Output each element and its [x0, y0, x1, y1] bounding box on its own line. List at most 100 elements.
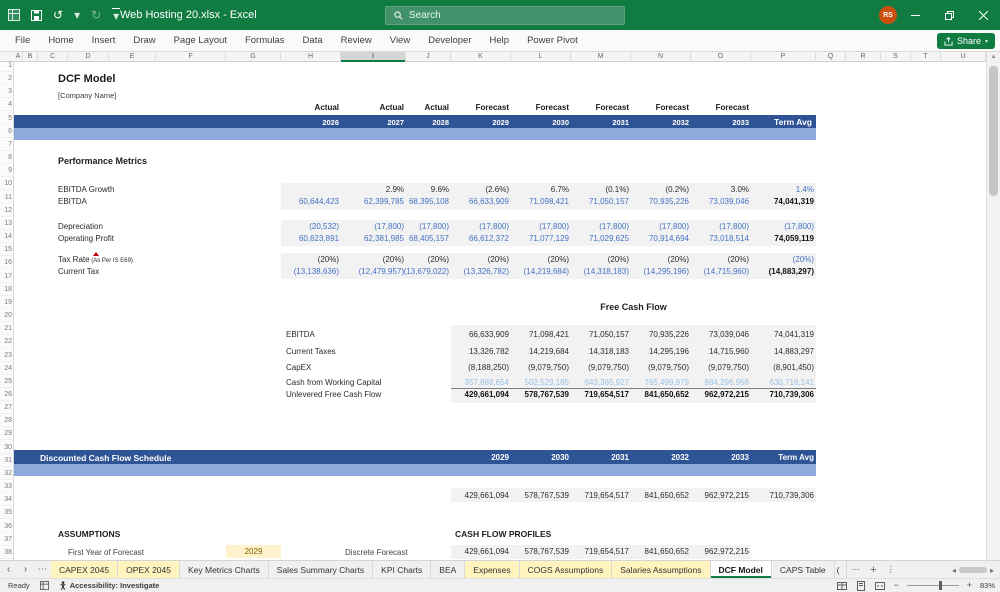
row-header-29[interactable]: 29 [0, 427, 12, 441]
cell-value[interactable]: 765,499,979 [644, 378, 690, 387]
cell-value[interactable]: 643,365,927 [584, 378, 630, 387]
column-header-N[interactable]: N [631, 52, 691, 62]
row-header-6[interactable]: 6 [0, 125, 12, 138]
row-header-10[interactable]: 10 [0, 177, 12, 191]
row-label-cash-from-working-capital[interactable]: Cash from Working Capital [286, 378, 382, 387]
horizontal-scrollbar[interactable]: ◂ ▸ [952, 561, 994, 579]
tab-options-icon[interactable]: ⋮ [886, 564, 896, 574]
cell-value[interactable]: 74,041,319 [773, 330, 814, 339]
sheet-tab-sales-summary-charts[interactable]: Sales Summary Charts [269, 561, 374, 578]
column-header-O[interactable]: O [691, 52, 751, 62]
row-label-capex[interactable]: CapEX [286, 363, 312, 372]
cell-value[interactable]: (20%) [487, 255, 509, 264]
cell-value[interactable]: 719,654,517 [584, 547, 630, 556]
cell-value[interactable]: (17,800) [539, 222, 569, 231]
customize-qat-icon[interactable]: ▾ [112, 8, 121, 23]
cell-value[interactable]: 719,654,517 [584, 390, 630, 399]
row-label-unlevered-free-cash-flow[interactable]: Unlevered Free Cash Flow [286, 390, 382, 399]
row-header-38[interactable]: 38 [0, 546, 12, 559]
next-sheet-button[interactable]: › [23, 564, 28, 575]
row-header-7[interactable]: 7 [0, 138, 12, 151]
row-header-3[interactable]: 3 [0, 85, 12, 99]
row-header-13[interactable]: 13 [0, 217, 12, 230]
cell-value[interactable]: 70,935,226 [648, 197, 689, 206]
cell-value[interactable]: 60,623,891 [298, 234, 339, 243]
sheet-tab-clipped[interactable]: ( [835, 561, 847, 578]
cell-value[interactable]: (20%) [317, 255, 339, 264]
cash-flow-profiles-heading[interactable]: CASH FLOW PROFILES [455, 529, 552, 539]
ribbon-tab-formulas[interactable]: Formulas [244, 35, 285, 46]
cell-value[interactable]: 71,050,157 [588, 197, 629, 206]
column-header-D[interactable]: D [68, 52, 109, 62]
column-header-J[interactable]: J [406, 52, 451, 62]
cell-value[interactable]: (13,326,782) [463, 267, 509, 276]
cell-value[interactable]: (14,883,297) [768, 267, 814, 276]
sheet-tab-opex-2045[interactable]: OPEX 2045 [118, 561, 180, 578]
cell-value[interactable]: 578,767,539 [524, 547, 570, 556]
share-button[interactable]: Share ▾ [936, 33, 995, 49]
cell-value[interactable]: 73,039,046 [708, 197, 749, 206]
column-header-K[interactable]: K [451, 52, 511, 62]
cell-value[interactable]: (9,079,750) [708, 363, 749, 372]
sheet-tab-expenses[interactable]: Expenses [465, 561, 520, 578]
cell-value[interactable]: 962,972,215 [704, 547, 750, 556]
discrete-forecast-label[interactable]: Discrete Forecast [345, 548, 408, 557]
cell-value[interactable]: (20%) [427, 255, 449, 264]
row-header-34[interactable]: 34 [0, 493, 12, 507]
scroll-up-icon[interactable]: ▲ [990, 54, 997, 60]
row-header-15[interactable]: 15 [0, 243, 12, 257]
cell-value[interactable]: 841,650,652 [644, 491, 690, 500]
column-header-C[interactable]: C [38, 52, 68, 62]
row-header-2[interactable]: 2 [0, 72, 12, 86]
column-header-F[interactable]: F [156, 52, 226, 62]
cell-value[interactable]: (9,079,750) [648, 363, 689, 372]
column-header-Q[interactable]: Q [816, 52, 846, 62]
row-header-27[interactable]: 27 [0, 401, 12, 415]
page-layout-view-icon[interactable] [856, 580, 866, 591]
sheet-tab-capex-2045[interactable]: CAPEX 2045 [51, 561, 119, 578]
row-header-24[interactable]: 24 [0, 362, 12, 375]
ribbon-tab-power-pivot[interactable]: Power Pivot [527, 35, 578, 46]
cell-value[interactable]: (20%) [727, 255, 749, 264]
row-header-25[interactable]: 25 [0, 375, 12, 388]
macro-record-icon[interactable] [39, 581, 49, 590]
cell-value[interactable]: 60,644,423 [298, 197, 339, 206]
term-avg-header[interactable]: Term Avg [774, 117, 812, 127]
excel-app-icon[interactable] [8, 9, 20, 21]
cell-value[interactable]: (9,079,750) [588, 363, 629, 372]
cell-value[interactable]: (2.6%) [485, 185, 509, 194]
row-header-4[interactable]: 4 [0, 98, 12, 112]
row-header-8[interactable]: 8 [0, 151, 12, 165]
undo-caret-icon[interactable]: ▾ [74, 8, 81, 22]
row-header-11[interactable]: 11 [0, 191, 12, 204]
cell-value[interactable]: 68,405,157 [408, 234, 449, 243]
cell-value[interactable]: 2.9% [385, 185, 404, 194]
dcf-schedule-heading[interactable]: Discounted Cash Flow Schedule [40, 453, 172, 463]
cell-value[interactable]: (0.2%) [665, 185, 689, 194]
cell-value[interactable]: (20%) [792, 255, 814, 264]
row-header-14[interactable]: 14 [0, 230, 12, 244]
cell-value[interactable]: (17,800) [479, 222, 509, 231]
cell-value[interactable]: 73,039,046 [708, 330, 749, 339]
column-header-U[interactable]: U [941, 52, 986, 62]
cell-value[interactable]: 429,661,094 [464, 491, 510, 500]
zoom-in-button[interactable]: + [966, 580, 972, 590]
cell-value[interactable]: (17,800) [719, 222, 749, 231]
cell-value[interactable]: (17,800) [419, 222, 449, 231]
cell-value[interactable]: (20%) [547, 255, 569, 264]
normal-view-icon[interactable] [837, 581, 848, 591]
cell-value[interactable]: 962,972,215 [704, 390, 750, 399]
more-sheets-icon[interactable]: ⋯ [851, 564, 861, 574]
cell-value[interactable]: 502,529,185 [524, 378, 570, 387]
row-label-ebitda-growth[interactable]: EBITDA Growth [58, 185, 115, 194]
cell-value[interactable]: 74,059,119 [774, 234, 814, 243]
row-header-12[interactable]: 12 [0, 204, 12, 217]
cell-value[interactable]: 68,395,108 [408, 197, 449, 206]
cell-value[interactable]: 719,654,517 [584, 491, 630, 500]
cell-value[interactable]: (8,188,250) [468, 363, 509, 372]
cell-value[interactable]: (20%) [382, 255, 404, 264]
row-header-22[interactable]: 22 [0, 335, 12, 349]
cell-value[interactable]: 62,399,785 [363, 197, 404, 206]
cell-value[interactable]: (20%) [607, 255, 629, 264]
row-header-30[interactable]: 30 [0, 441, 12, 454]
